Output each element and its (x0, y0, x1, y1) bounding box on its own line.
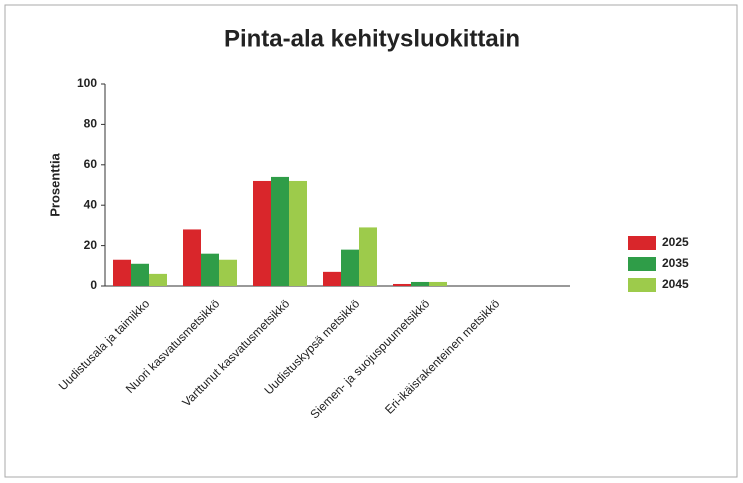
bar (411, 281, 429, 286)
bar (271, 176, 289, 286)
legend-label: 2045 (662, 277, 689, 291)
y-tick-label: 20 (84, 238, 98, 252)
bar (113, 259, 131, 286)
legend-swatch (628, 236, 656, 250)
y-tick-label: 100 (77, 76, 97, 90)
bar (429, 281, 447, 286)
bar (323, 271, 341, 286)
bar (359, 227, 377, 286)
bar (393, 283, 411, 286)
bar (289, 180, 307, 286)
y-axis-label: Prosenttia (47, 152, 62, 216)
y-tick-label: 80 (84, 117, 98, 131)
bar (183, 229, 201, 286)
bar (131, 263, 149, 286)
legend-label: 2025 (662, 235, 689, 249)
y-tick-label: 40 (84, 197, 98, 211)
bar (201, 253, 219, 286)
bar (253, 180, 271, 286)
bar (341, 249, 359, 286)
y-tick-label: 60 (84, 157, 98, 171)
legend-swatch (628, 257, 656, 271)
bar (219, 259, 237, 286)
legend-swatch (628, 278, 656, 292)
legend-label: 2035 (662, 256, 689, 270)
chart-title: Pinta-ala kehitysluokittain (224, 25, 520, 52)
y-tick-label: 0 (90, 278, 97, 292)
bar (149, 273, 167, 286)
